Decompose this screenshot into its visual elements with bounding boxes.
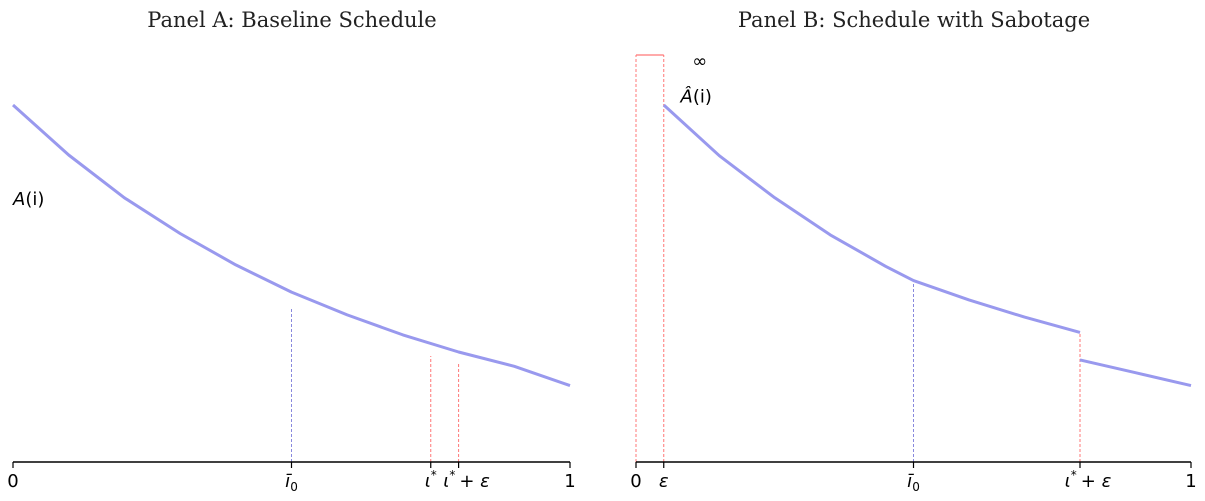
x-tick-label: ι* + ε [1065,468,1112,492]
x-tick-label: ī0 [907,471,920,494]
x-tick-label: ι* + ε [443,468,490,492]
x-tick-label: ε [659,471,669,492]
x-tick-label: 0 [630,471,641,492]
x-tick-label: 0 [7,471,18,492]
x-tick-label: ι* [425,468,437,492]
panel-a: Panel A: Baseline Schedule A(i) 0 ī0 ι* ι* + ε… [7,8,575,494]
infinity-label: ∞ [692,51,707,72]
series-line-0 [662,103,1081,334]
chart-title: Panel A: Baseline Schedule [147,8,436,32]
panel-b: Panel B: Schedule with Sabotage ∞ Â(i) 0 ε ī0… [630,8,1196,494]
series-line-1 [1079,358,1192,388]
x-tick-label: 1 [564,471,575,492]
x-tick-label: 1 [1185,471,1196,492]
x-tick-label: ī0 [285,471,298,494]
curve-label: Â(i) [680,85,712,107]
series-line-0 [11,103,571,388]
chart-title: Panel B: Schedule with Sabotage [738,8,1090,32]
curve-label: A(i) [12,189,44,210]
